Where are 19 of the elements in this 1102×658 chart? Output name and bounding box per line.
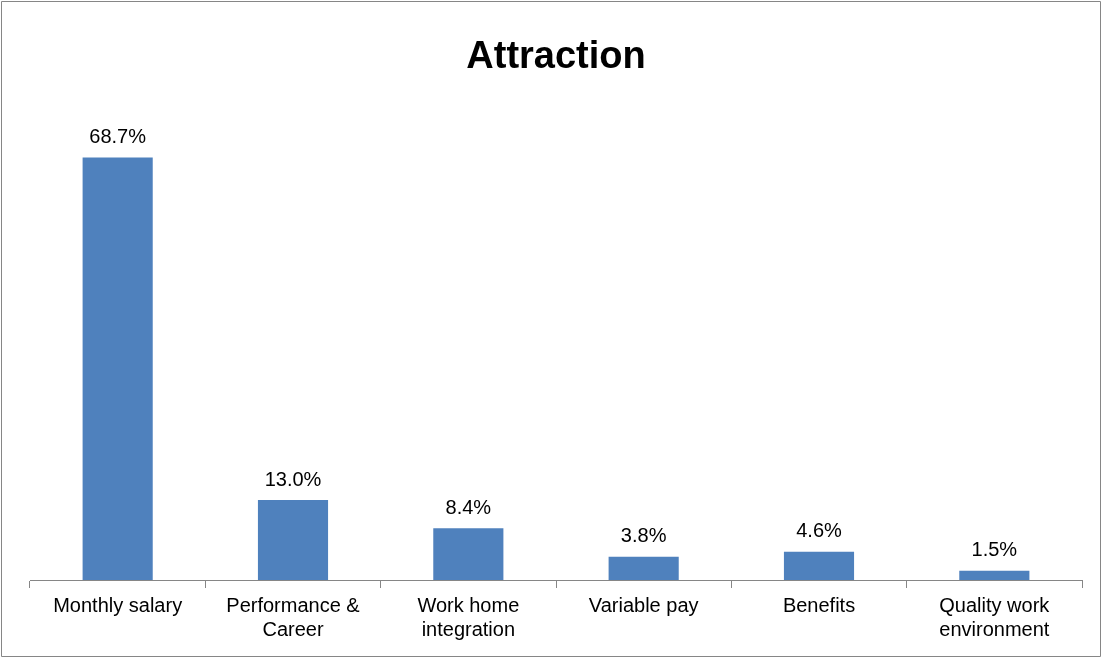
data-label: 8.4% [445,495,492,518]
bar [433,528,504,580]
x-tick-label: Performance & Career [226,593,361,640]
bar [82,157,153,580]
x-tick-label: Monthly salary [53,593,183,616]
data-label: 1.5% [971,538,1018,561]
data-label: 13.0% [264,467,322,490]
bar [959,570,1030,580]
bar [257,500,329,580]
bar [783,551,855,580]
bar [608,556,679,580]
x-tick-label: Work home integration [417,593,520,640]
data-label: 68.7% [89,125,147,148]
data-label: 3.8% [620,524,667,547]
x-tick-label: Variable pay [588,593,699,616]
x-tick-label: Quality work environment [939,593,1051,640]
x-tick-label: Benefits [782,593,856,616]
chart-title: Attraction [466,34,646,77]
data-label: 4.6% [796,519,843,542]
